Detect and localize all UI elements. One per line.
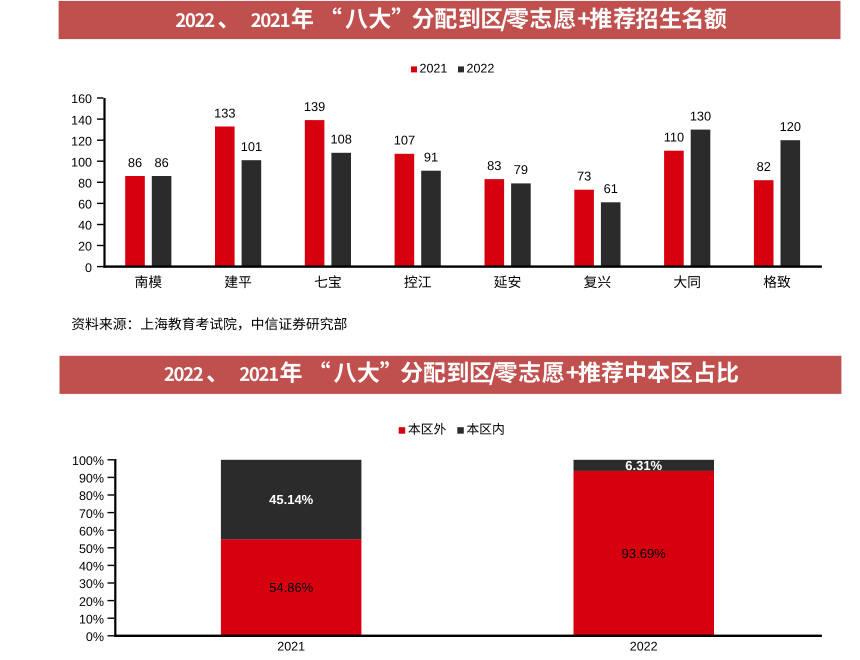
- svg-text:107: 107: [394, 133, 415, 148]
- svg-text:70%: 70%: [79, 507, 104, 521]
- svg-text:45.14%: 45.14%: [269, 492, 314, 507]
- svg-text:0: 0: [85, 261, 92, 275]
- svg-text:73: 73: [577, 169, 591, 184]
- svg-text:2021: 2021: [277, 640, 305, 654]
- svg-text:2022: 2022: [467, 61, 495, 75]
- svg-text:130: 130: [690, 108, 711, 123]
- svg-text:20: 20: [78, 240, 92, 254]
- svg-text:80%: 80%: [79, 489, 104, 503]
- svg-text:90%: 90%: [79, 472, 104, 486]
- svg-text:86: 86: [128, 155, 142, 170]
- svg-text:108: 108: [331, 132, 352, 147]
- svg-text:0%: 0%: [86, 630, 104, 644]
- svg-text:82: 82: [757, 159, 771, 174]
- svg-text:2022: 2022: [630, 640, 658, 654]
- svg-text:160: 160: [71, 92, 92, 106]
- svg-text:79: 79: [514, 162, 528, 177]
- svg-text:60: 60: [78, 198, 92, 212]
- svg-text:100: 100: [71, 155, 92, 169]
- svg-text:60%: 60%: [79, 524, 104, 538]
- svg-text:140: 140: [71, 113, 92, 127]
- svg-text:86: 86: [154, 155, 168, 170]
- svg-text:83: 83: [487, 158, 501, 173]
- svg-text:110: 110: [664, 130, 684, 145]
- svg-text:93.69%: 93.69%: [622, 546, 667, 561]
- svg-text:6.31%: 6.31%: [625, 458, 662, 473]
- svg-text:120: 120: [71, 134, 92, 148]
- svg-text:10%: 10%: [79, 612, 104, 626]
- svg-text:100%: 100%: [72, 454, 104, 468]
- svg-text:120: 120: [780, 119, 801, 134]
- svg-text:101: 101: [241, 139, 262, 154]
- svg-text:91: 91: [424, 150, 438, 165]
- svg-text:61: 61: [604, 181, 618, 196]
- svg-text:50%: 50%: [79, 542, 104, 556]
- svg-text:139: 139: [304, 99, 325, 114]
- svg-text:40%: 40%: [79, 560, 104, 574]
- svg-text:2021: 2021: [420, 61, 448, 75]
- svg-text:80: 80: [78, 177, 92, 191]
- svg-text:20%: 20%: [79, 595, 104, 609]
- svg-text:40: 40: [78, 219, 92, 233]
- svg-text:54.86%: 54.86%: [269, 580, 314, 595]
- svg-text:30%: 30%: [79, 577, 104, 591]
- svg-text:133: 133: [214, 105, 235, 120]
